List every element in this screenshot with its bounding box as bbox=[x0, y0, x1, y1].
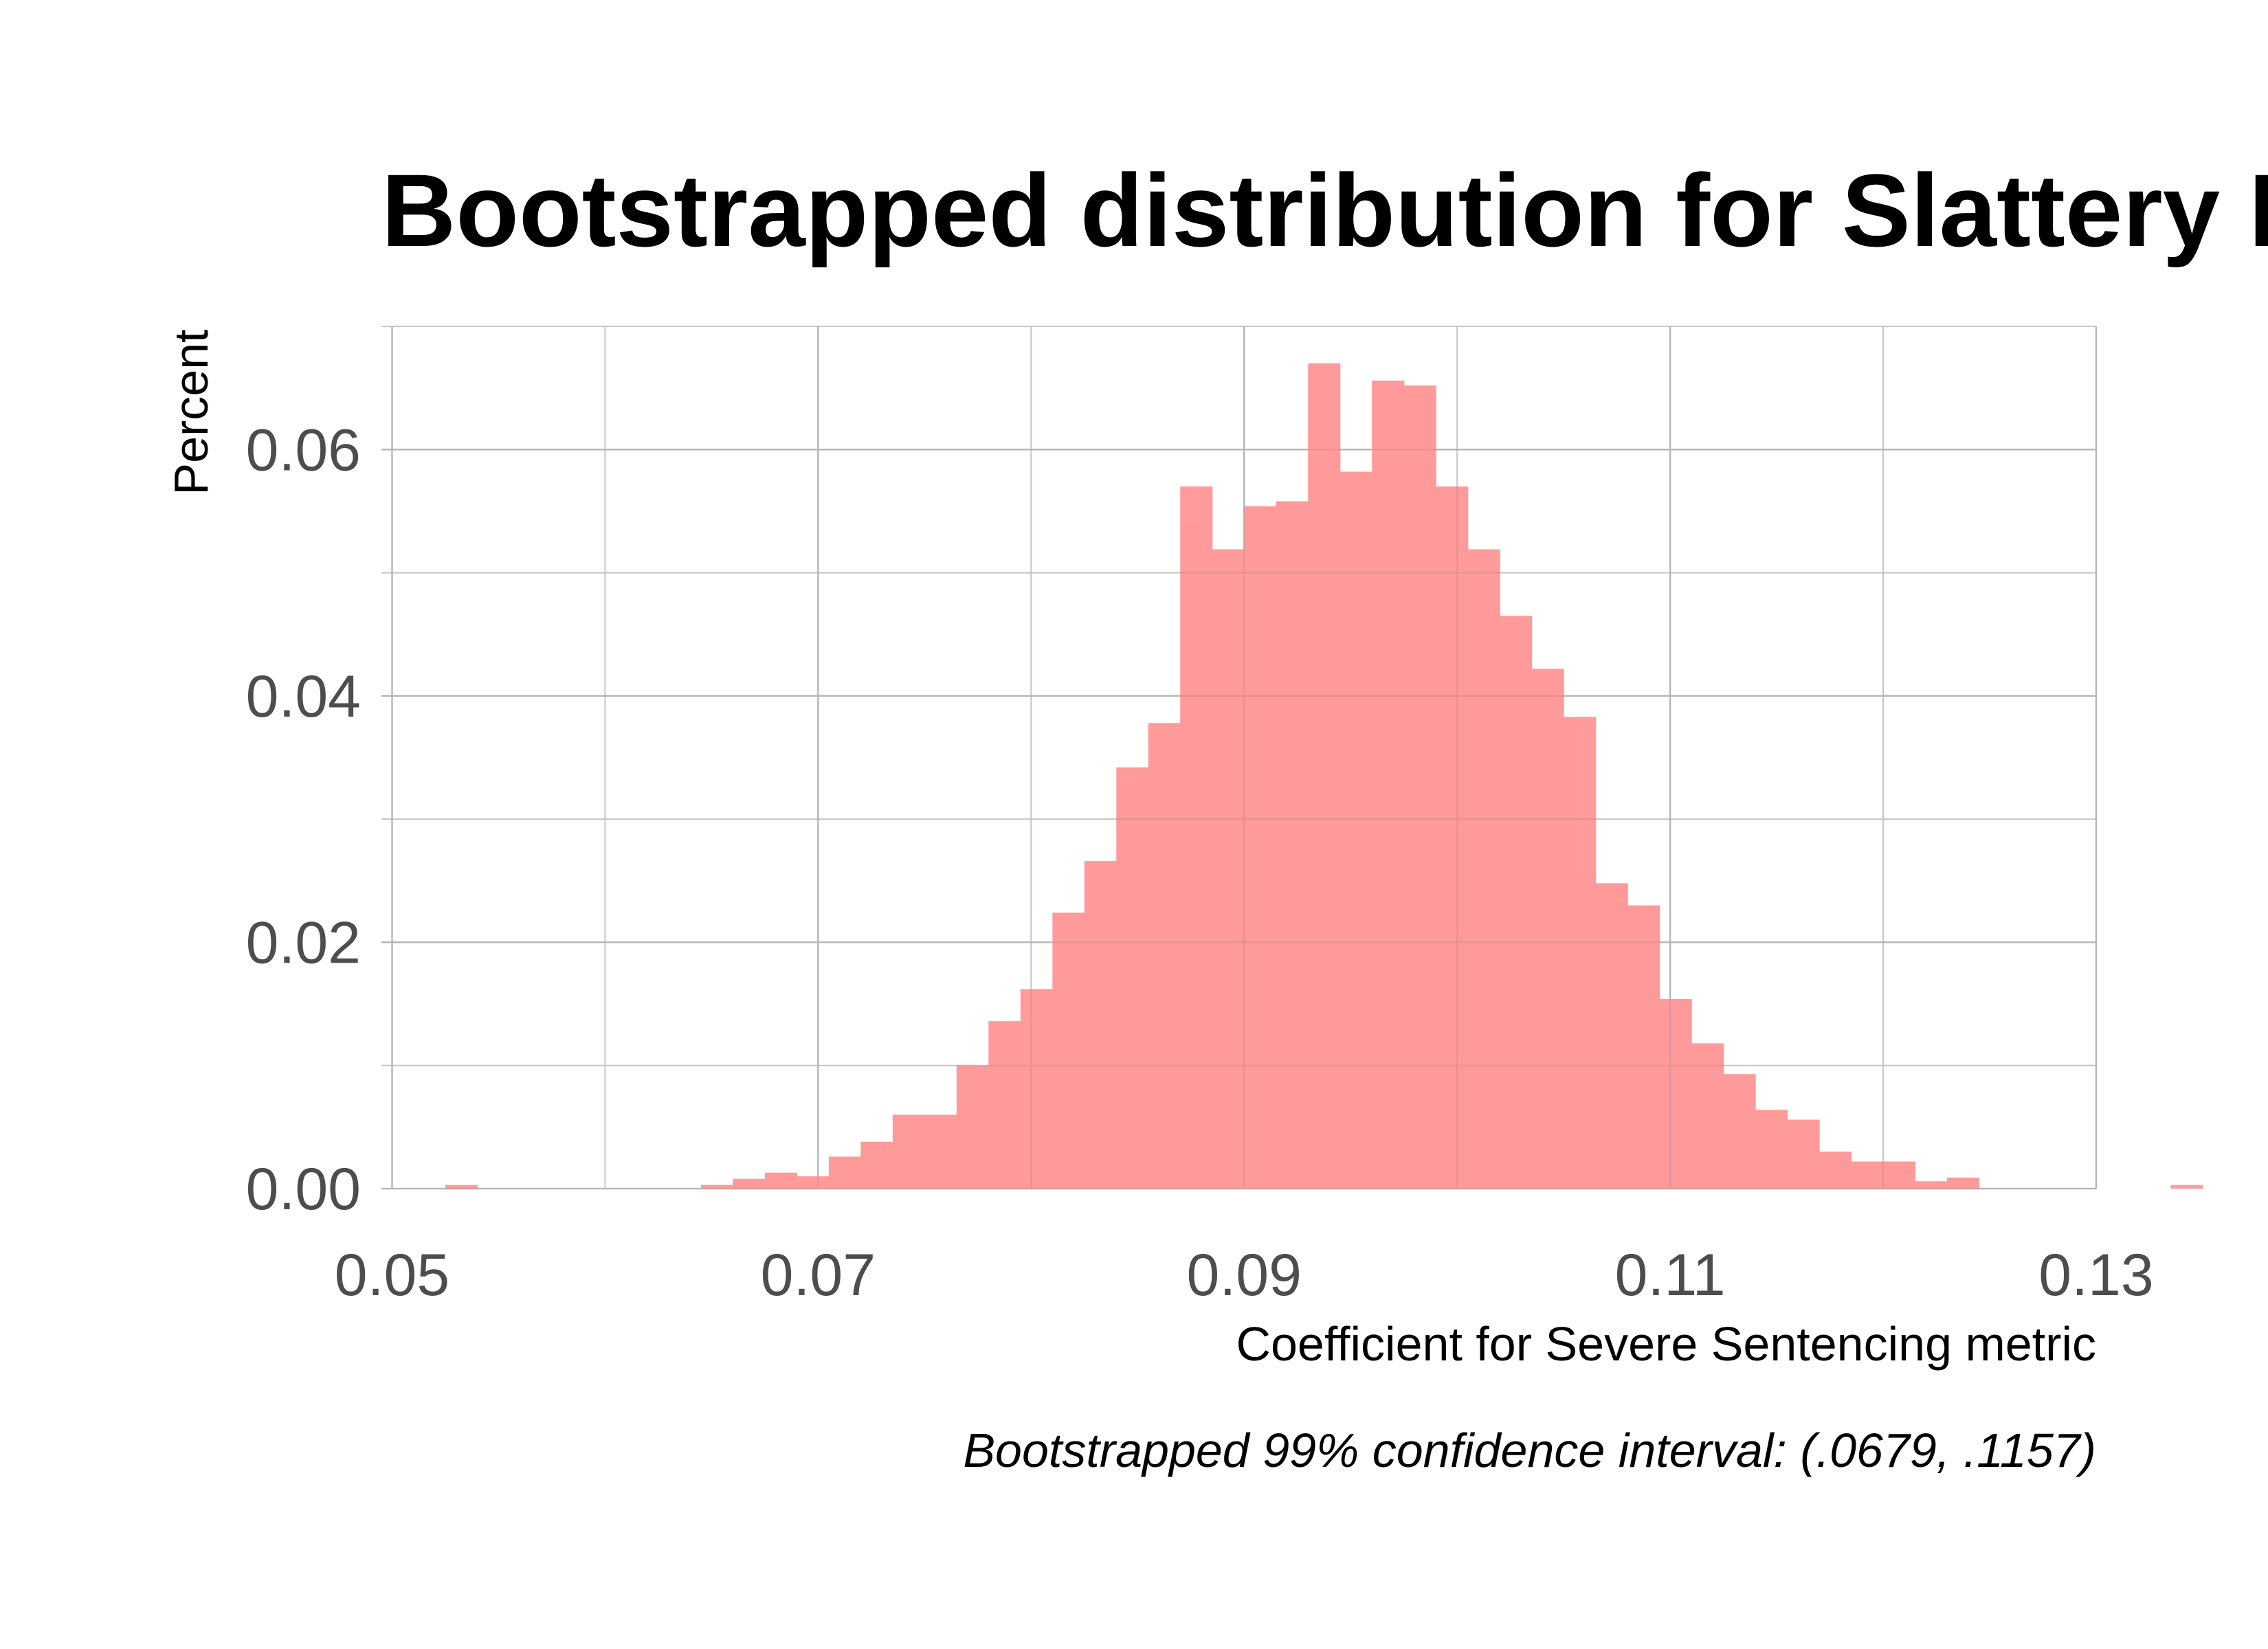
histogram-bar bbox=[1851, 1161, 1884, 1189]
histogram-bars bbox=[445, 363, 2203, 1189]
x-tick-label: 0.11 bbox=[1615, 1242, 1726, 1308]
histogram-bar bbox=[1180, 486, 1213, 1189]
histogram-bar bbox=[445, 1185, 478, 1189]
histogram-bar bbox=[1564, 717, 1597, 1189]
y-axis-title: Percent bbox=[164, 329, 218, 495]
histogram-bar bbox=[956, 1065, 989, 1189]
histogram-bar bbox=[860, 1141, 893, 1189]
y-tick-label: 0.00 bbox=[246, 1156, 361, 1222]
histogram-bar bbox=[1883, 1161, 1916, 1189]
x-tick-label: 0.09 bbox=[1187, 1242, 1302, 1308]
histogram-bar bbox=[1819, 1152, 1852, 1189]
grid-overlay bbox=[381, 326, 2097, 1189]
histogram-bar bbox=[797, 1176, 830, 1189]
chart-title: Bootstrapped distribution for Slattery I bbox=[381, 153, 2268, 268]
histogram-bar bbox=[1084, 861, 1117, 1189]
histogram-bar bbox=[1339, 471, 1372, 1189]
x-axis-title: Coefficient for Severe Sentencing metric bbox=[1236, 1317, 2096, 1371]
histogram-bar bbox=[1659, 998, 1692, 1189]
confidence-interval-caption: Bootstrapped 99% confidence interval: (.… bbox=[963, 1424, 2096, 1477]
y-tick-label: 0.02 bbox=[246, 910, 361, 976]
histogram-bar bbox=[1276, 501, 1309, 1189]
histogram-bar bbox=[1531, 669, 1564, 1189]
histogram-bar bbox=[924, 1114, 957, 1189]
histogram-bar bbox=[764, 1172, 797, 1189]
histogram-bar bbox=[1020, 989, 1053, 1189]
histogram-bar bbox=[700, 1185, 733, 1189]
histogram-bar bbox=[1244, 506, 1277, 1189]
histogram-bar bbox=[1947, 1177, 1980, 1189]
y-tick-label: 0.04 bbox=[246, 664, 361, 730]
x-tick-label: 0.13 bbox=[2038, 1242, 2153, 1308]
histogram-bar bbox=[828, 1156, 861, 1189]
histogram-bar bbox=[1691, 1043, 1724, 1189]
histogram-bar bbox=[733, 1178, 766, 1189]
histogram-bar bbox=[1436, 486, 1469, 1189]
histogram-bar bbox=[1212, 549, 1245, 1189]
histogram-bar bbox=[1915, 1181, 1948, 1189]
histogram-bar bbox=[1723, 1074, 1756, 1189]
histogram-bar bbox=[1595, 883, 1628, 1189]
histogram-bar bbox=[1403, 385, 1436, 1189]
histogram-bar bbox=[892, 1114, 925, 1189]
histogram-bar bbox=[2170, 1185, 2203, 1189]
histogram-bar bbox=[1372, 380, 1405, 1189]
histogram-bar bbox=[1500, 616, 1533, 1189]
histogram-bar bbox=[988, 1021, 1021, 1189]
histogram-bar bbox=[1308, 363, 1341, 1189]
histogram-bar bbox=[1116, 767, 1149, 1189]
tick-labels: 0.00 0.02 0.04 0.06 0.05 0.07 0.09 0.11 0.13 bbox=[246, 417, 2154, 1308]
grid-lines bbox=[381, 326, 2098, 1190]
histogram-bar bbox=[1148, 723, 1181, 1189]
x-tick-label: 0.07 bbox=[761, 1242, 876, 1308]
histogram-bar bbox=[1052, 912, 1085, 1189]
y-tick-label: 0.06 bbox=[246, 417, 361, 483]
histogram-bar bbox=[1787, 1119, 1820, 1189]
histogram-bar bbox=[1627, 905, 1660, 1189]
histogram-bar bbox=[1755, 1110, 1788, 1189]
x-tick-label: 0.05 bbox=[335, 1242, 449, 1308]
histogram-bar bbox=[1467, 549, 1500, 1189]
